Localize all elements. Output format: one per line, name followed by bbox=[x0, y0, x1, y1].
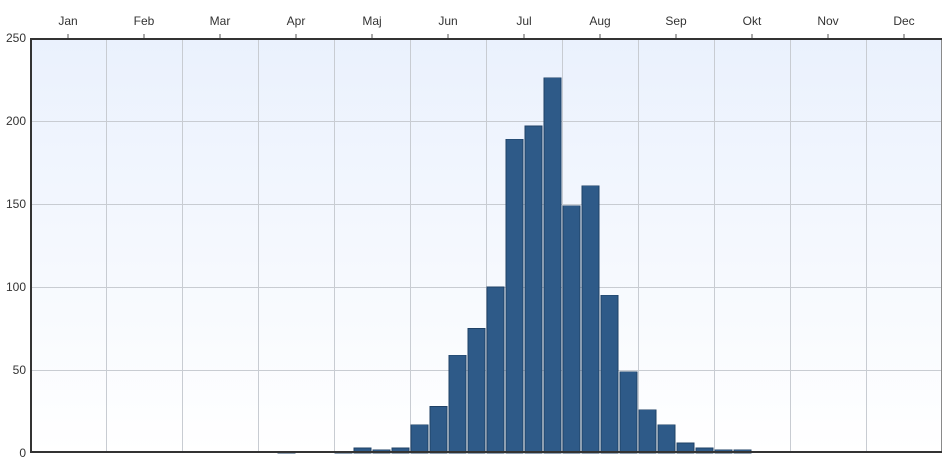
bar bbox=[410, 424, 429, 454]
month-band bbox=[334, 38, 410, 453]
bar bbox=[543, 77, 562, 454]
bar bbox=[562, 205, 581, 454]
x-tick-label: Sep bbox=[665, 14, 687, 28]
y-axis-labels: 0 50 100 150 200 250 bbox=[6, 31, 26, 460]
month-band bbox=[30, 38, 106, 453]
bar bbox=[581, 185, 600, 454]
y-tick-label: 100 bbox=[6, 280, 26, 294]
y-tick-label: 250 bbox=[6, 31, 26, 45]
x-tick-label: Dec bbox=[893, 14, 914, 28]
x-tick-label: Mar bbox=[210, 14, 231, 28]
bar bbox=[505, 138, 524, 454]
bar bbox=[657, 424, 676, 454]
y-tick-label: 150 bbox=[6, 197, 26, 211]
month-band bbox=[866, 38, 942, 453]
x-tick-label: Jan bbox=[58, 14, 77, 28]
month-band bbox=[258, 38, 334, 453]
x-tick-label: Maj bbox=[362, 14, 381, 28]
bar bbox=[619, 371, 638, 454]
month-band bbox=[714, 38, 790, 453]
bar bbox=[486, 286, 505, 454]
month-band bbox=[638, 38, 714, 453]
bar bbox=[600, 294, 619, 454]
bar bbox=[448, 354, 467, 454]
bar bbox=[638, 409, 657, 454]
gridlines bbox=[30, 38, 942, 453]
y-tick-label: 0 bbox=[19, 446, 26, 460]
y-tick-label: 50 bbox=[13, 363, 27, 377]
x-tick-label: Feb bbox=[134, 14, 155, 28]
plot-frame bbox=[30, 38, 942, 453]
x-tick-label: Nov bbox=[817, 14, 838, 28]
month-band bbox=[106, 38, 182, 453]
x-tick-label: Jul bbox=[516, 14, 531, 28]
month-band bbox=[790, 38, 866, 453]
bars bbox=[277, 77, 752, 454]
bar bbox=[429, 406, 448, 454]
x-tick-label: Okt bbox=[743, 14, 762, 28]
bar bbox=[524, 125, 543, 454]
x-axis-month-labels: Jan Feb Mar Apr Maj Jun Jul Aug Sep Okt Nov Dec bbox=[58, 14, 915, 38]
x-tick-label: Aug bbox=[589, 14, 610, 28]
x-tick-label: Apr bbox=[287, 14, 306, 28]
bar bbox=[467, 328, 486, 454]
y-tick-label: 200 bbox=[6, 114, 26, 128]
x-tick-label: Jun bbox=[438, 14, 457, 28]
month-band bbox=[182, 38, 258, 453]
